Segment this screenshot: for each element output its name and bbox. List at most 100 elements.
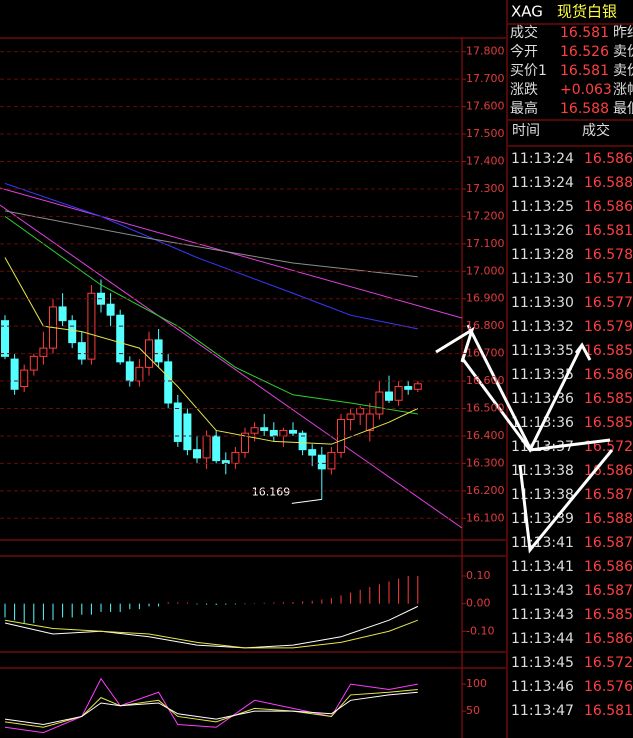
y-tick-label: 17.600 bbox=[466, 100, 505, 113]
trade-time: 11:13:36 bbox=[511, 391, 574, 407]
quote-label: 卖价 bbox=[613, 63, 633, 79]
low-annotation: 16.169 bbox=[252, 485, 290, 498]
trade-time: 11:13:43 bbox=[511, 607, 574, 623]
quote-label: 买价1 bbox=[510, 63, 547, 79]
y-tick-label: 17.300 bbox=[466, 182, 505, 195]
candle-body bbox=[58, 306, 67, 322]
candle-body bbox=[385, 391, 393, 401]
candle-body bbox=[250, 427, 259, 434]
candle-body bbox=[279, 429, 288, 437]
candle-body bbox=[298, 432, 307, 451]
indicator-line bbox=[4, 257, 419, 445]
y-tick-label: -0.10 bbox=[466, 624, 494, 637]
candle-body bbox=[164, 361, 173, 404]
trade-time: 11:13:32 bbox=[511, 319, 574, 335]
trade-price: 16.571 bbox=[584, 271, 633, 287]
candle-body bbox=[346, 413, 355, 420]
symbol-name: 现货白银 bbox=[557, 3, 617, 21]
trade-price: 16.585 bbox=[584, 391, 633, 407]
candle-body bbox=[375, 391, 384, 415]
trade-price: 16.586 bbox=[584, 559, 633, 575]
candle-body bbox=[154, 339, 163, 363]
candle-body bbox=[241, 432, 249, 453]
candle-body bbox=[212, 435, 221, 462]
trade-price: 16.587 bbox=[584, 487, 633, 503]
trade-time: 11:13:39 bbox=[511, 511, 574, 527]
trade-time: 11:13:47 bbox=[511, 703, 574, 719]
y-tick-label: 17.400 bbox=[466, 155, 505, 168]
trendlines bbox=[0, 187, 462, 529]
candle-body bbox=[10, 358, 19, 390]
trade-time: 11:13:30 bbox=[511, 271, 574, 287]
candle-body bbox=[231, 451, 240, 464]
candle-body bbox=[327, 451, 336, 470]
indicator-charts bbox=[4, 575, 419, 734]
candle-body bbox=[202, 435, 211, 459]
trade-time: 11:13:25 bbox=[511, 199, 574, 215]
trade-time: 11:13:24 bbox=[511, 151, 574, 167]
indicator-line bbox=[4, 677, 418, 734]
trade-time: 11:13:26 bbox=[511, 223, 574, 239]
indicator-line bbox=[4, 605, 419, 649]
candle-body bbox=[135, 366, 144, 382]
trade-time: 11:13:41 bbox=[511, 559, 574, 575]
y-tick-label: 17.100 bbox=[466, 237, 505, 250]
quote-value: 16.581 bbox=[560, 63, 609, 79]
candle-body bbox=[193, 449, 201, 459]
trade-time: 11:13:35 bbox=[511, 367, 574, 383]
y-tick-label: 16.500 bbox=[466, 402, 505, 415]
trade-time: 11:13:24 bbox=[511, 175, 574, 191]
quote-label: 成交 bbox=[510, 24, 538, 41]
y-tick-label: 16.100 bbox=[466, 511, 505, 524]
quote-panel: XAG 现货白银 成交16.581昨结今开16.526卖价买价116.581卖价… bbox=[510, 3, 633, 720]
y-tick-label: 0.10 bbox=[466, 569, 491, 582]
candle-body bbox=[183, 413, 192, 451]
trade-time: 11:13:30 bbox=[511, 295, 574, 311]
y-tick-label: 17.700 bbox=[466, 72, 505, 85]
y-tick-label: 17.500 bbox=[466, 127, 505, 140]
trade-price: 16.586 bbox=[584, 151, 633, 167]
trade-price: 16.587 bbox=[584, 583, 633, 599]
y-tick-label: 50 bbox=[466, 704, 480, 717]
quote-label: 最低 bbox=[613, 101, 633, 117]
trade-price: 16.588 bbox=[584, 511, 633, 527]
trade-price: 16.576 bbox=[584, 679, 633, 695]
quote-value: 16.588 bbox=[560, 101, 609, 117]
indicator-line bbox=[4, 691, 418, 726]
trade-time: 11:13:38 bbox=[511, 463, 574, 479]
indicator-line bbox=[4, 619, 418, 649]
indicator-line bbox=[4, 210, 418, 278]
column-header: 时间 bbox=[512, 123, 540, 139]
trade-price: 16.577 bbox=[584, 295, 633, 311]
candle-body bbox=[289, 429, 297, 434]
trade-price: 16.586 bbox=[584, 367, 633, 383]
quote-label: 昨结 bbox=[613, 25, 633, 41]
candle-body bbox=[116, 314, 125, 363]
candle-body bbox=[20, 369, 29, 388]
price-chart: 16.169 bbox=[1, 182, 422, 504]
candle-body bbox=[269, 429, 278, 437]
trade-price: 16.587 bbox=[584, 535, 633, 551]
y-tick-label: 17.000 bbox=[466, 264, 505, 277]
quote-value: 16.526 bbox=[560, 44, 609, 60]
candle-body bbox=[68, 320, 77, 344]
quote-label: 最高 bbox=[510, 100, 538, 117]
candle-body bbox=[404, 386, 413, 390]
trade-time: 11:13:41 bbox=[511, 535, 574, 551]
candle-body bbox=[39, 347, 48, 357]
y-tick-label: 16.900 bbox=[466, 292, 505, 305]
quote-label: 涨幅 bbox=[613, 82, 633, 98]
symbol: XAG bbox=[511, 3, 543, 21]
low-marker bbox=[291, 498, 322, 504]
trade-price: 16.588 bbox=[584, 175, 633, 191]
y-tick-label: 17.200 bbox=[466, 209, 505, 222]
candle-body bbox=[365, 413, 374, 431]
quote-label: 今开 bbox=[510, 44, 538, 60]
y-tick-label: 16.800 bbox=[466, 319, 505, 332]
quote-value: 16.581 bbox=[560, 25, 609, 41]
candle-body bbox=[308, 449, 317, 456]
trade-time: 11:13:38 bbox=[511, 487, 574, 503]
